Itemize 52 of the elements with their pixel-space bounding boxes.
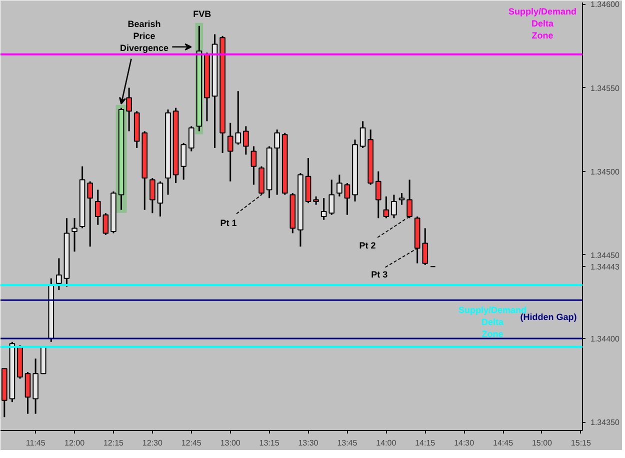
x-tick-label: 12:00 <box>64 438 86 448</box>
ref-line-label: Supply/Demand Delta Zone <box>508 6 577 40</box>
candlestick <box>274 128 280 196</box>
x-tick-label: 13:30 <box>298 438 319 448</box>
candlestick <box>157 180 164 218</box>
x-tick-label: 14:15 <box>415 438 436 448</box>
candlestick <box>375 170 382 219</box>
annotation: Pt 2 <box>359 240 376 250</box>
candlestick <box>94 189 101 226</box>
x-tick-label: 13:45 <box>337 438 358 448</box>
annotation: Pt 3 <box>371 269 388 280</box>
y-tick-label: 1.34443 <box>590 262 620 272</box>
x-tick-label: 15:15 <box>570 438 592 448</box>
x-tick-label: 14:30 <box>454 438 475 448</box>
y-tick-label: 1.34600 <box>590 0 620 10</box>
candlestick <box>344 182 350 216</box>
candlestick <box>422 227 428 266</box>
x-tick-label: 14:00 <box>376 438 397 448</box>
y-tick-label: 1.34350 <box>590 418 620 428</box>
candlestick <box>243 125 249 156</box>
candlestick <box>72 217 78 252</box>
annotation: Pt 1 <box>220 218 237 228</box>
candlestick <box>180 142 187 180</box>
candlestick <box>383 196 390 219</box>
candlestick <box>360 120 366 149</box>
y-tick-label: 1.34550 <box>590 84 620 93</box>
candlestick <box>391 194 397 219</box>
x-tick-label: 12:45 <box>181 438 202 448</box>
candlestick <box>336 174 342 198</box>
x-tick-label: 13:15 <box>259 438 280 448</box>
candlestick <box>320 197 327 221</box>
candlestick <box>24 371 31 415</box>
ref-line-label: (Hidden Gap) <box>520 312 577 322</box>
candlestick <box>328 178 335 216</box>
x-tick-label: 12:30 <box>142 438 163 448</box>
x-tick-label: 15:00 <box>532 438 553 448</box>
y-tick-label: 1.34450 <box>590 250 620 260</box>
candlestick <box>250 146 257 186</box>
x-tick-label: 13:00 <box>220 438 241 448</box>
y-tick-label: 1.34400 <box>590 334 620 344</box>
candlestick <box>150 177 156 214</box>
candlestick <box>102 212 109 236</box>
candlestick <box>87 180 94 248</box>
annotation: FVB <box>193 8 212 19</box>
x-tick-label: 14:45 <box>493 438 514 448</box>
x-tick-label: 12:15 <box>103 438 124 448</box>
candlestick <box>188 125 194 152</box>
annotation: Bearish Price Divergence <box>120 18 169 53</box>
x-tick-label: 11:45 <box>26 438 46 448</box>
y-tick-label: 1.34500 <box>590 167 620 176</box>
candlestick <box>56 258 62 291</box>
candlestick <box>398 192 405 206</box>
